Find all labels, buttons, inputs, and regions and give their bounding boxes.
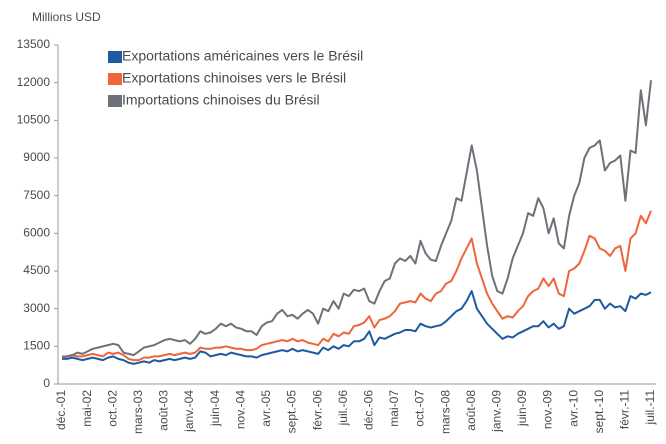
x-tick-label: nov.-09 xyxy=(541,390,555,429)
x-tick-label: sept.-10 xyxy=(592,390,606,434)
x-tick-label: nov.-04 xyxy=(233,390,247,429)
x-tick-label: févr.-06 xyxy=(310,390,324,430)
x-tick-label: févr.-11 xyxy=(618,390,632,429)
legend-swatch xyxy=(108,73,122,85)
x-tick-label: juil.-06 xyxy=(336,390,350,427)
legend-swatch xyxy=(108,95,122,107)
x-tick-label: mars-08 xyxy=(438,390,452,434)
x-tick-label: mars-03 xyxy=(131,390,145,434)
x-tick-label: mai-02 xyxy=(80,390,94,427)
x-tick-label: juin-09 xyxy=(515,390,529,427)
x-tick-label: oct.-02 xyxy=(105,390,119,427)
x-tick-label: avr.-10 xyxy=(566,390,580,427)
x-tick-label: déc.-01 xyxy=(54,390,68,430)
legend-swatch xyxy=(108,51,122,63)
x-tick-label: août-08 xyxy=(464,390,478,431)
series-line xyxy=(61,80,652,359)
x-tick-label: août-03 xyxy=(157,390,171,431)
legend-label: Exportations américaines vers le Brésil xyxy=(122,48,363,64)
y-tick-label: 1500 xyxy=(23,339,50,353)
y-tick-label: 12000 xyxy=(17,75,51,89)
y-tick-label: 4500 xyxy=(23,263,50,277)
series-line xyxy=(62,290,652,365)
x-tick-label: janv.-09 xyxy=(490,390,504,433)
y-axis-label: Millions USD xyxy=(32,10,101,24)
y-tick-label: 10500 xyxy=(17,113,51,127)
x-tick-label: mai-07 xyxy=(387,390,401,427)
x-tick-label: sept.-05 xyxy=(285,390,299,434)
x-tick-label: déc.-06 xyxy=(361,390,375,430)
y-tick-label: 6000 xyxy=(23,226,50,240)
y-tick-label: 9000 xyxy=(23,150,50,164)
y-tick-label: 7500 xyxy=(23,188,50,202)
series-line xyxy=(62,210,652,362)
x-tick-label: janv.-04 xyxy=(182,390,196,433)
x-tick-label: avr.-05 xyxy=(259,390,273,427)
x-tick-label: juil.-11 xyxy=(643,390,657,426)
x-tick-label: juin-04 xyxy=(208,390,222,427)
y-tick-label: 3000 xyxy=(23,301,50,315)
legend-label: Importations chinoises du Brésil xyxy=(122,92,320,108)
legend-label: Exportations chinoises vers le Brésil xyxy=(122,70,346,86)
y-tick-label: 13500 xyxy=(17,37,51,51)
x-tick-label: oct.-07 xyxy=(413,390,427,427)
y-tick-label: 0 xyxy=(43,376,50,390)
